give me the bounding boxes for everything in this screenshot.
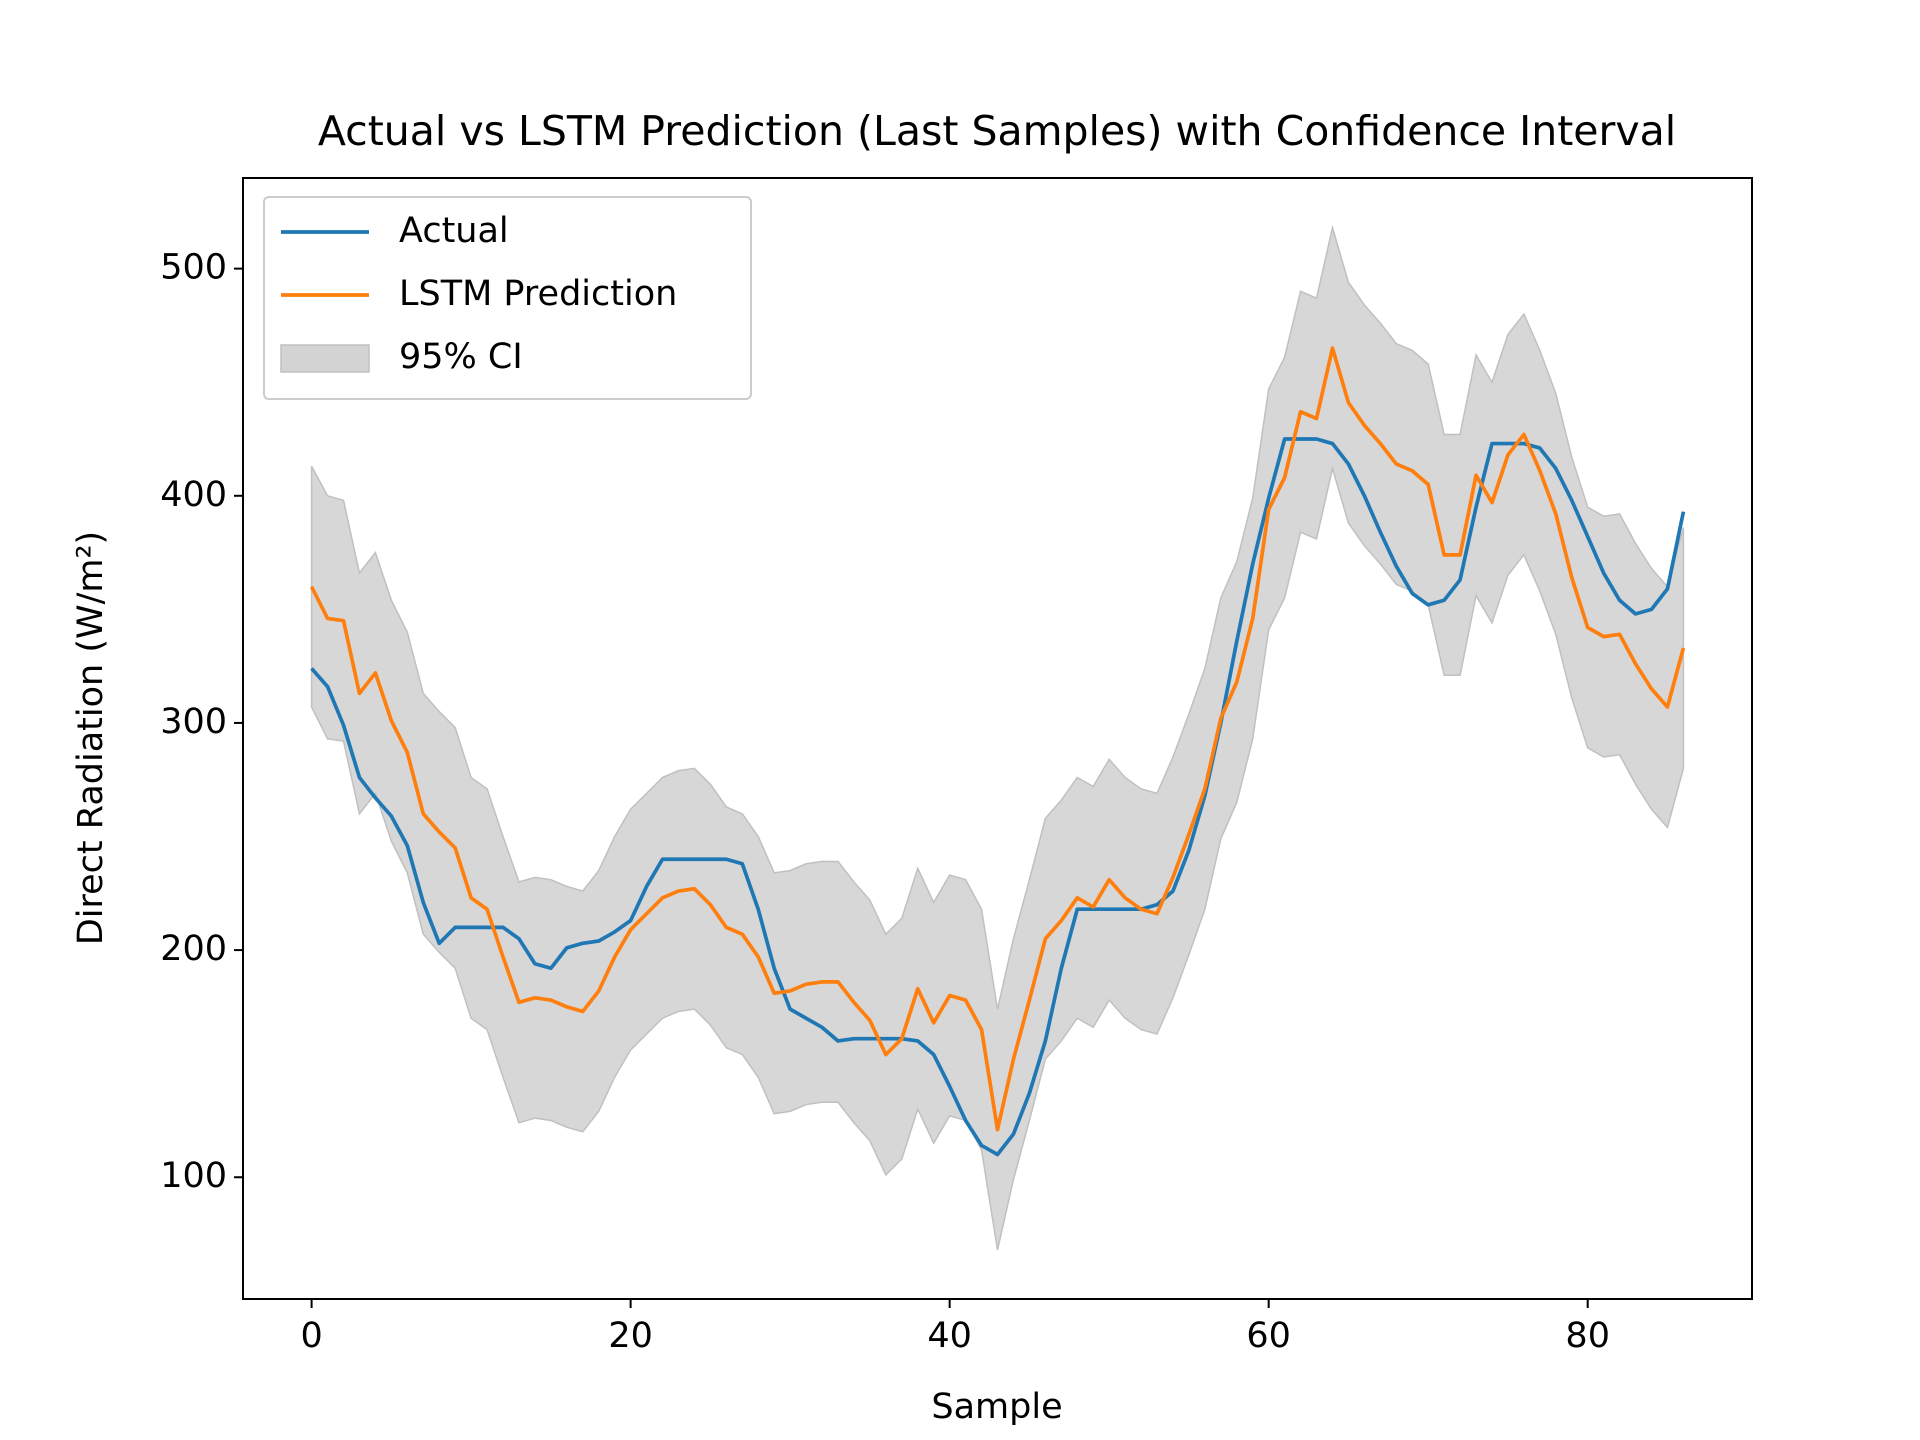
x-tick-label: 0 (300, 1316, 322, 1356)
ci-band (310, 224, 1685, 1251)
series-line (310, 437, 1686, 1157)
chart-title: Actual vs LSTM Prediction (Last Samples)… (318, 107, 1676, 155)
x-axis-label: Sample (931, 1387, 1062, 1427)
x-tick-label: 80 (1565, 1316, 1610, 1356)
y-tick-label: 500 (160, 248, 227, 288)
y-tick-label: 300 (160, 702, 227, 742)
plot-frame (242, 177, 1753, 1300)
legend-label: 95% CI (399, 337, 523, 377)
legend-swatch (280, 344, 370, 373)
y-tick-label: 200 (160, 929, 227, 969)
y-tick-label: 100 (160, 1156, 227, 1196)
legend-label: Actual (399, 211, 509, 251)
series-line (309, 346, 1686, 1132)
y-tick-label: 400 (160, 475, 227, 515)
x-tick-label: 60 (1246, 1316, 1291, 1356)
x-tick-label: 20 (608, 1316, 653, 1356)
legend-box (263, 196, 752, 400)
y-axis-label: Direct Radiation (W/m²) (71, 531, 111, 945)
legend-label: LSTM Prediction (399, 274, 677, 314)
x-tick-label: 40 (927, 1316, 972, 1356)
